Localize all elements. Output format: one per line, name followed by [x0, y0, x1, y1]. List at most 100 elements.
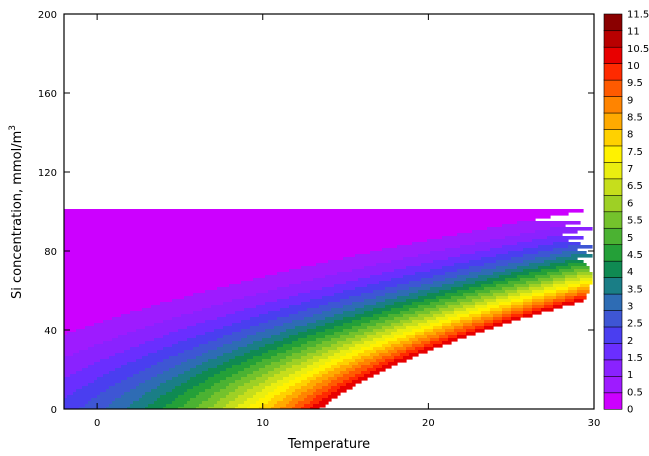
contour-cell: [64, 263, 317, 267]
contour-cell: [316, 389, 329, 393]
contour-cell: [484, 299, 497, 303]
contour-cell: [256, 392, 269, 396]
contour-cell: [106, 407, 128, 409]
contour-cell: [532, 293, 545, 297]
contour-cell: [64, 323, 95, 327]
contour-cell: [253, 395, 266, 399]
contour-cell: [172, 389, 188, 393]
contour-cell: [154, 323, 197, 327]
colorbar-swatch: [603, 326, 623, 344]
colorbar-label: 0: [627, 405, 633, 416]
contour-cell: [226, 386, 239, 390]
contour-cell: [64, 326, 86, 330]
contour-cell: [262, 389, 275, 393]
contour-cell: [259, 314, 290, 318]
contour-cell: [388, 341, 401, 345]
contour-cell: [427, 239, 491, 243]
contour-cell: [361, 323, 377, 327]
contour-cell: [64, 236, 443, 240]
contour-cell: [496, 284, 515, 288]
contour-cell: [250, 365, 266, 369]
contour-cell: [442, 284, 464, 288]
contour-cell: [391, 260, 434, 264]
contour-cell: [103, 320, 164, 324]
contour-cell: [373, 338, 386, 342]
contour-cell: [130, 311, 194, 315]
contour-cell: [553, 302, 563, 306]
contour-cell: [64, 275, 266, 279]
contour-cell: [145, 380, 167, 384]
contour-cell: [220, 398, 236, 402]
contour-cell: [316, 263, 377, 267]
contour-cell: [193, 293, 257, 297]
contour-cell: [277, 287, 323, 291]
contour-cell: [340, 350, 353, 354]
contour-cell: [334, 320, 353, 324]
contour-cell: [538, 278, 554, 282]
contour-cell: [403, 314, 419, 318]
contour-cell: [391, 278, 422, 282]
contour-cell: [433, 275, 458, 279]
contour-cell: [223, 335, 248, 339]
contour-cell: [292, 407, 302, 409]
contour-cell: [442, 341, 452, 345]
contour-cell: [307, 389, 317, 393]
contour-cell: [133, 374, 158, 378]
contour-cell: [307, 365, 320, 369]
contour-cell: [331, 338, 347, 342]
contour-cell: [214, 329, 242, 333]
contour-cell: [115, 398, 140, 402]
contour-cell: [271, 383, 284, 387]
contour-cell: [460, 302, 476, 306]
contour-cell: [502, 311, 512, 315]
colorbar-label: 5.5: [627, 216, 643, 227]
colorbar-swatch: [603, 309, 623, 328]
colorbar-swatch: [603, 342, 623, 361]
contour-cell: [511, 257, 536, 261]
contour-cell: [478, 275, 500, 279]
contour-cell: [331, 392, 341, 396]
contour-cell: [64, 404, 86, 408]
contour-cell: [220, 389, 236, 393]
contour-cell: [553, 299, 566, 303]
contour-cell: [148, 404, 167, 408]
contour-cell: [382, 272, 416, 276]
y-axis-title-main: Si concentration, mmol/m: [10, 131, 25, 299]
contour-cell: [274, 368, 287, 372]
contour-cell: [319, 359, 332, 363]
contour-cell: [373, 314, 389, 318]
colorbar-swatch: [603, 95, 623, 114]
contour-cell: [523, 314, 533, 318]
y-tick-label: 120: [38, 168, 57, 179]
contour-cell: [493, 293, 509, 297]
contour-cell: [274, 404, 287, 408]
contour-cell: [397, 329, 413, 333]
colorbar-label: 7: [627, 164, 633, 175]
colorbar: 00.511.522.533.544.555.566.577.588.599.5…: [603, 10, 649, 416]
contour-cell: [196, 365, 218, 369]
contour-cell: [226, 377, 242, 381]
contour-cell: [400, 353, 410, 357]
contour-cell: [70, 374, 104, 378]
contour-cell: [487, 302, 500, 306]
contour-cell: [394, 326, 407, 330]
contour-cell: [301, 266, 365, 270]
contour-cell: [256, 332, 281, 336]
contour-cell: [334, 293, 362, 297]
contour-cell: [457, 233, 521, 237]
contour-cell: [310, 299, 341, 303]
contour-cell: [64, 284, 230, 288]
contour-cell: [496, 260, 524, 264]
contour-cell: [277, 347, 293, 351]
colorbar-swatch: [603, 13, 623, 32]
contour-cell: [250, 326, 275, 330]
contour-cell: [286, 362, 302, 366]
contour-cell: [445, 293, 464, 297]
contour-cell: [292, 398, 305, 402]
contour-cell: [484, 263, 509, 267]
contour-cell: [214, 404, 227, 408]
contour-cell: [472, 299, 485, 303]
contour-cell: [295, 404, 305, 408]
contour-cell: [379, 353, 392, 357]
